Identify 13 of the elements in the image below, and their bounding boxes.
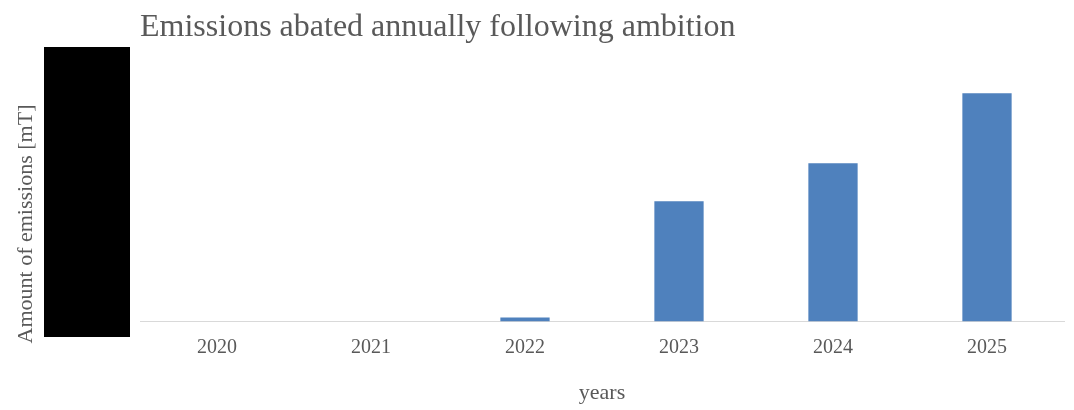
bar (654, 201, 704, 322)
bar (500, 317, 550, 322)
x-tick-label: 2020 (197, 334, 237, 357)
x-tick-label: 2022 (505, 334, 545, 357)
chart-title: Emissions abated annually following ambition (140, 6, 736, 43)
x-tick-label: 2024 (813, 334, 853, 357)
x-tick-label: 2021 (351, 334, 391, 357)
y-axis-title: Amount of emissions [mT] (11, 104, 37, 344)
bar (808, 163, 858, 322)
x-tick-label: 2023 (659, 334, 699, 357)
x-axis-title: years (578, 378, 626, 404)
x-tick-label: 2025 (967, 334, 1007, 357)
bar (962, 93, 1012, 322)
